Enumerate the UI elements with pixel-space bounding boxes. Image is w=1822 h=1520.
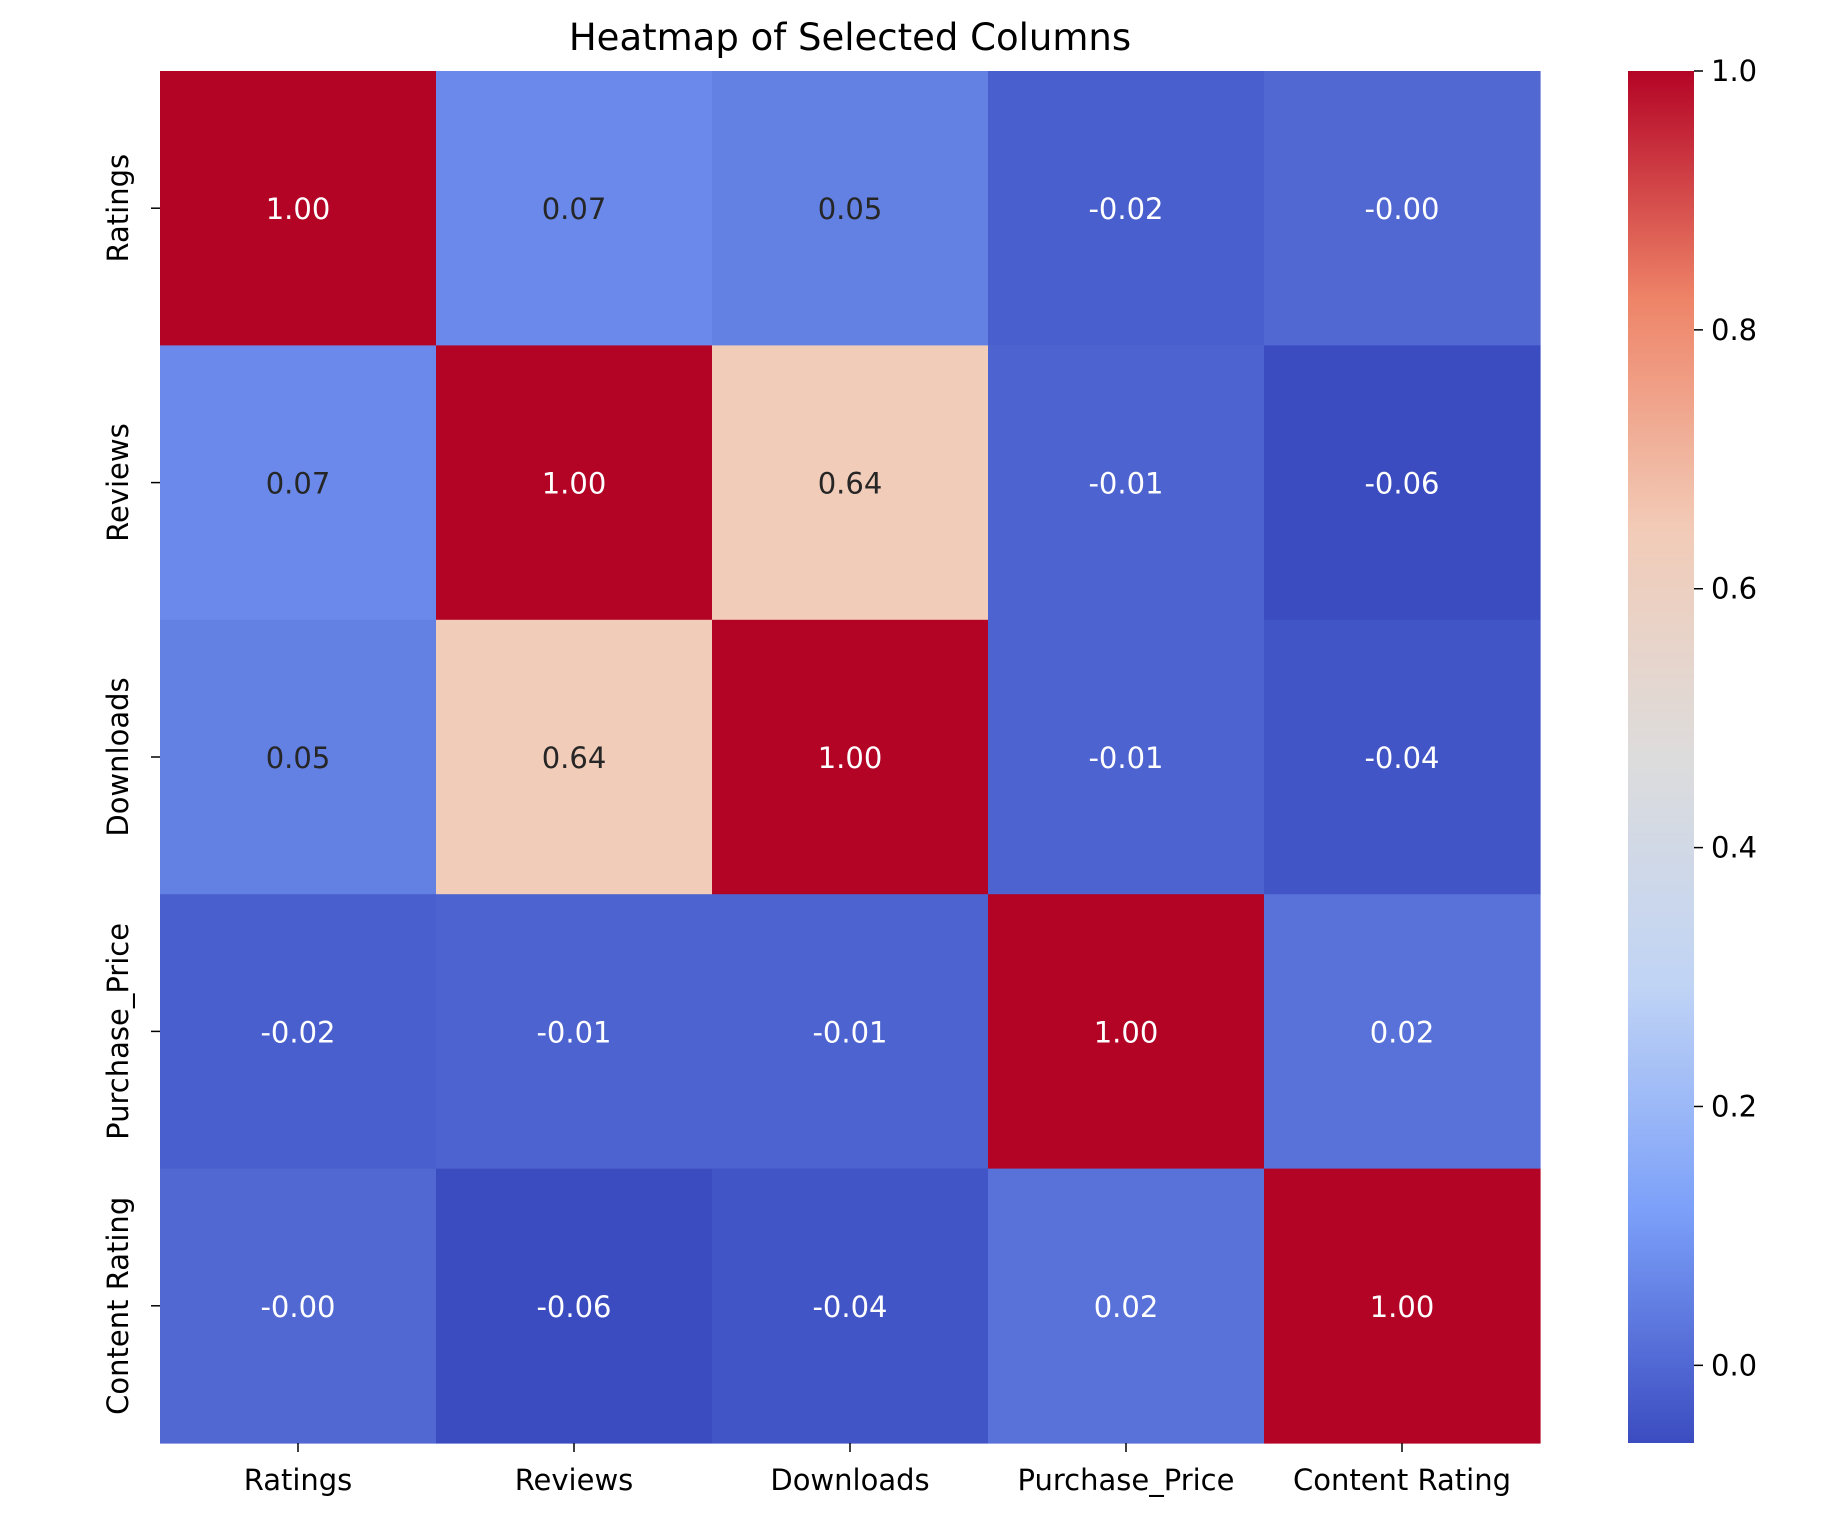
cell-value-label: 0.07 [266,467,331,501]
heatmap-cell-labels: 1.00 0.07 0.05 -0.02 -0.00 0.07 1.00 0.64 -0.01 -… [260,192,1439,1324]
y-tick-label: Reviews [101,423,135,542]
heatmap-cell [160,894,437,1170]
x-tick-label: Reviews [515,1463,634,1497]
heatmap-cell [712,894,989,1170]
colorbar: 0.0 0.2 0.4 0.6 0.8 1.0 [1628,54,1757,1443]
heatmap-cell [1264,345,1541,621]
colorbar-tick-label: 0.6 [1711,572,1757,606]
cell-value-label: -0.04 [1364,741,1439,775]
colorbar-tick-label: 1.0 [1711,54,1757,88]
heatmap-cell [1264,71,1541,346]
colorbar-tick-label: 0.8 [1711,313,1757,347]
cell-value-label: 0.64 [818,467,883,501]
heatmap-cell [988,345,1265,621]
cell-value-label: 0.05 [818,192,883,226]
cell-value-label: -0.06 [536,1290,611,1324]
cell-value-label: -0.01 [1088,741,1163,775]
heatmap-cells [160,71,1541,1444]
heatmap-cell [436,894,713,1170]
heatmap-cell [160,345,437,621]
heatmap-cell [712,345,989,621]
cell-value-label: 1.00 [1094,1015,1159,1049]
cell-value-label: -0.02 [1088,192,1163,226]
cell-value-label: -0.01 [812,1015,887,1049]
chart-title: Heatmap of Selected Columns [569,16,1131,59]
heatmap-cell [988,71,1265,346]
heatmap-cell [712,619,989,895]
colorbar-tick-label: 0.4 [1711,831,1757,865]
y-axis: Ratings Reviews Downloads Purchase_Price Con… [101,154,160,1415]
heatmap-cell [1264,1168,1541,1444]
x-tick-label: Ratings [244,1463,353,1497]
cell-value-label: 1.00 [1370,1290,1435,1324]
heatmap-cell [436,345,713,621]
cell-value-label: 1.00 [542,467,607,501]
heatmap-cell [712,71,989,346]
y-tick-label: Ratings [101,154,135,263]
cell-value-label: -0.00 [1364,192,1439,226]
colorbar-tick-label: 0.0 [1711,1348,1757,1382]
heatmap-cell [988,894,1265,1170]
colorbar-tick-label: 0.2 [1711,1089,1757,1123]
cell-value-label: 1.00 [818,741,883,775]
colorbar-bar [1628,71,1694,1443]
cell-value-label: -0.02 [260,1015,335,1049]
cell-value-label: 0.02 [1370,1015,1435,1049]
heatmap-cell [1264,894,1541,1170]
cell-value-label: -0.01 [536,1015,611,1049]
cell-value-label: 0.05 [266,741,331,775]
x-tick-label: Purchase_Price [1018,1463,1235,1497]
cell-value-label: 0.02 [1094,1290,1159,1324]
heatmap-cell [1264,619,1541,895]
heatmap-cell [160,71,437,346]
heatmap-cell [160,1168,437,1444]
heatmap-cell [712,1168,989,1444]
x-axis: Ratings Reviews Downloads Purchase_Price Con… [244,1443,1511,1497]
cell-value-label: -0.01 [1088,467,1163,501]
y-tick-label: Downloads [101,677,135,836]
cell-value-label: -0.04 [812,1290,887,1324]
heatmap-cell [160,619,437,895]
cell-value-label: -0.00 [260,1290,335,1324]
heatmap-cell [988,619,1265,895]
heatmap-cell [436,1168,713,1444]
y-tick-label: Purchase_Price [101,923,135,1140]
cell-value-label: 0.07 [542,192,607,226]
heatmap-cell [436,71,713,346]
heatmap-cell [988,1168,1265,1444]
cell-value-label: -0.06 [1364,467,1439,501]
x-tick-label: Content Rating [1293,1463,1511,1497]
cell-value-label: 0.64 [542,741,607,775]
y-tick-label: Content Rating [101,1197,135,1415]
cell-value-label: 1.00 [266,192,331,226]
x-tick-label: Downloads [770,1463,929,1497]
heatmap-cell [436,619,713,895]
